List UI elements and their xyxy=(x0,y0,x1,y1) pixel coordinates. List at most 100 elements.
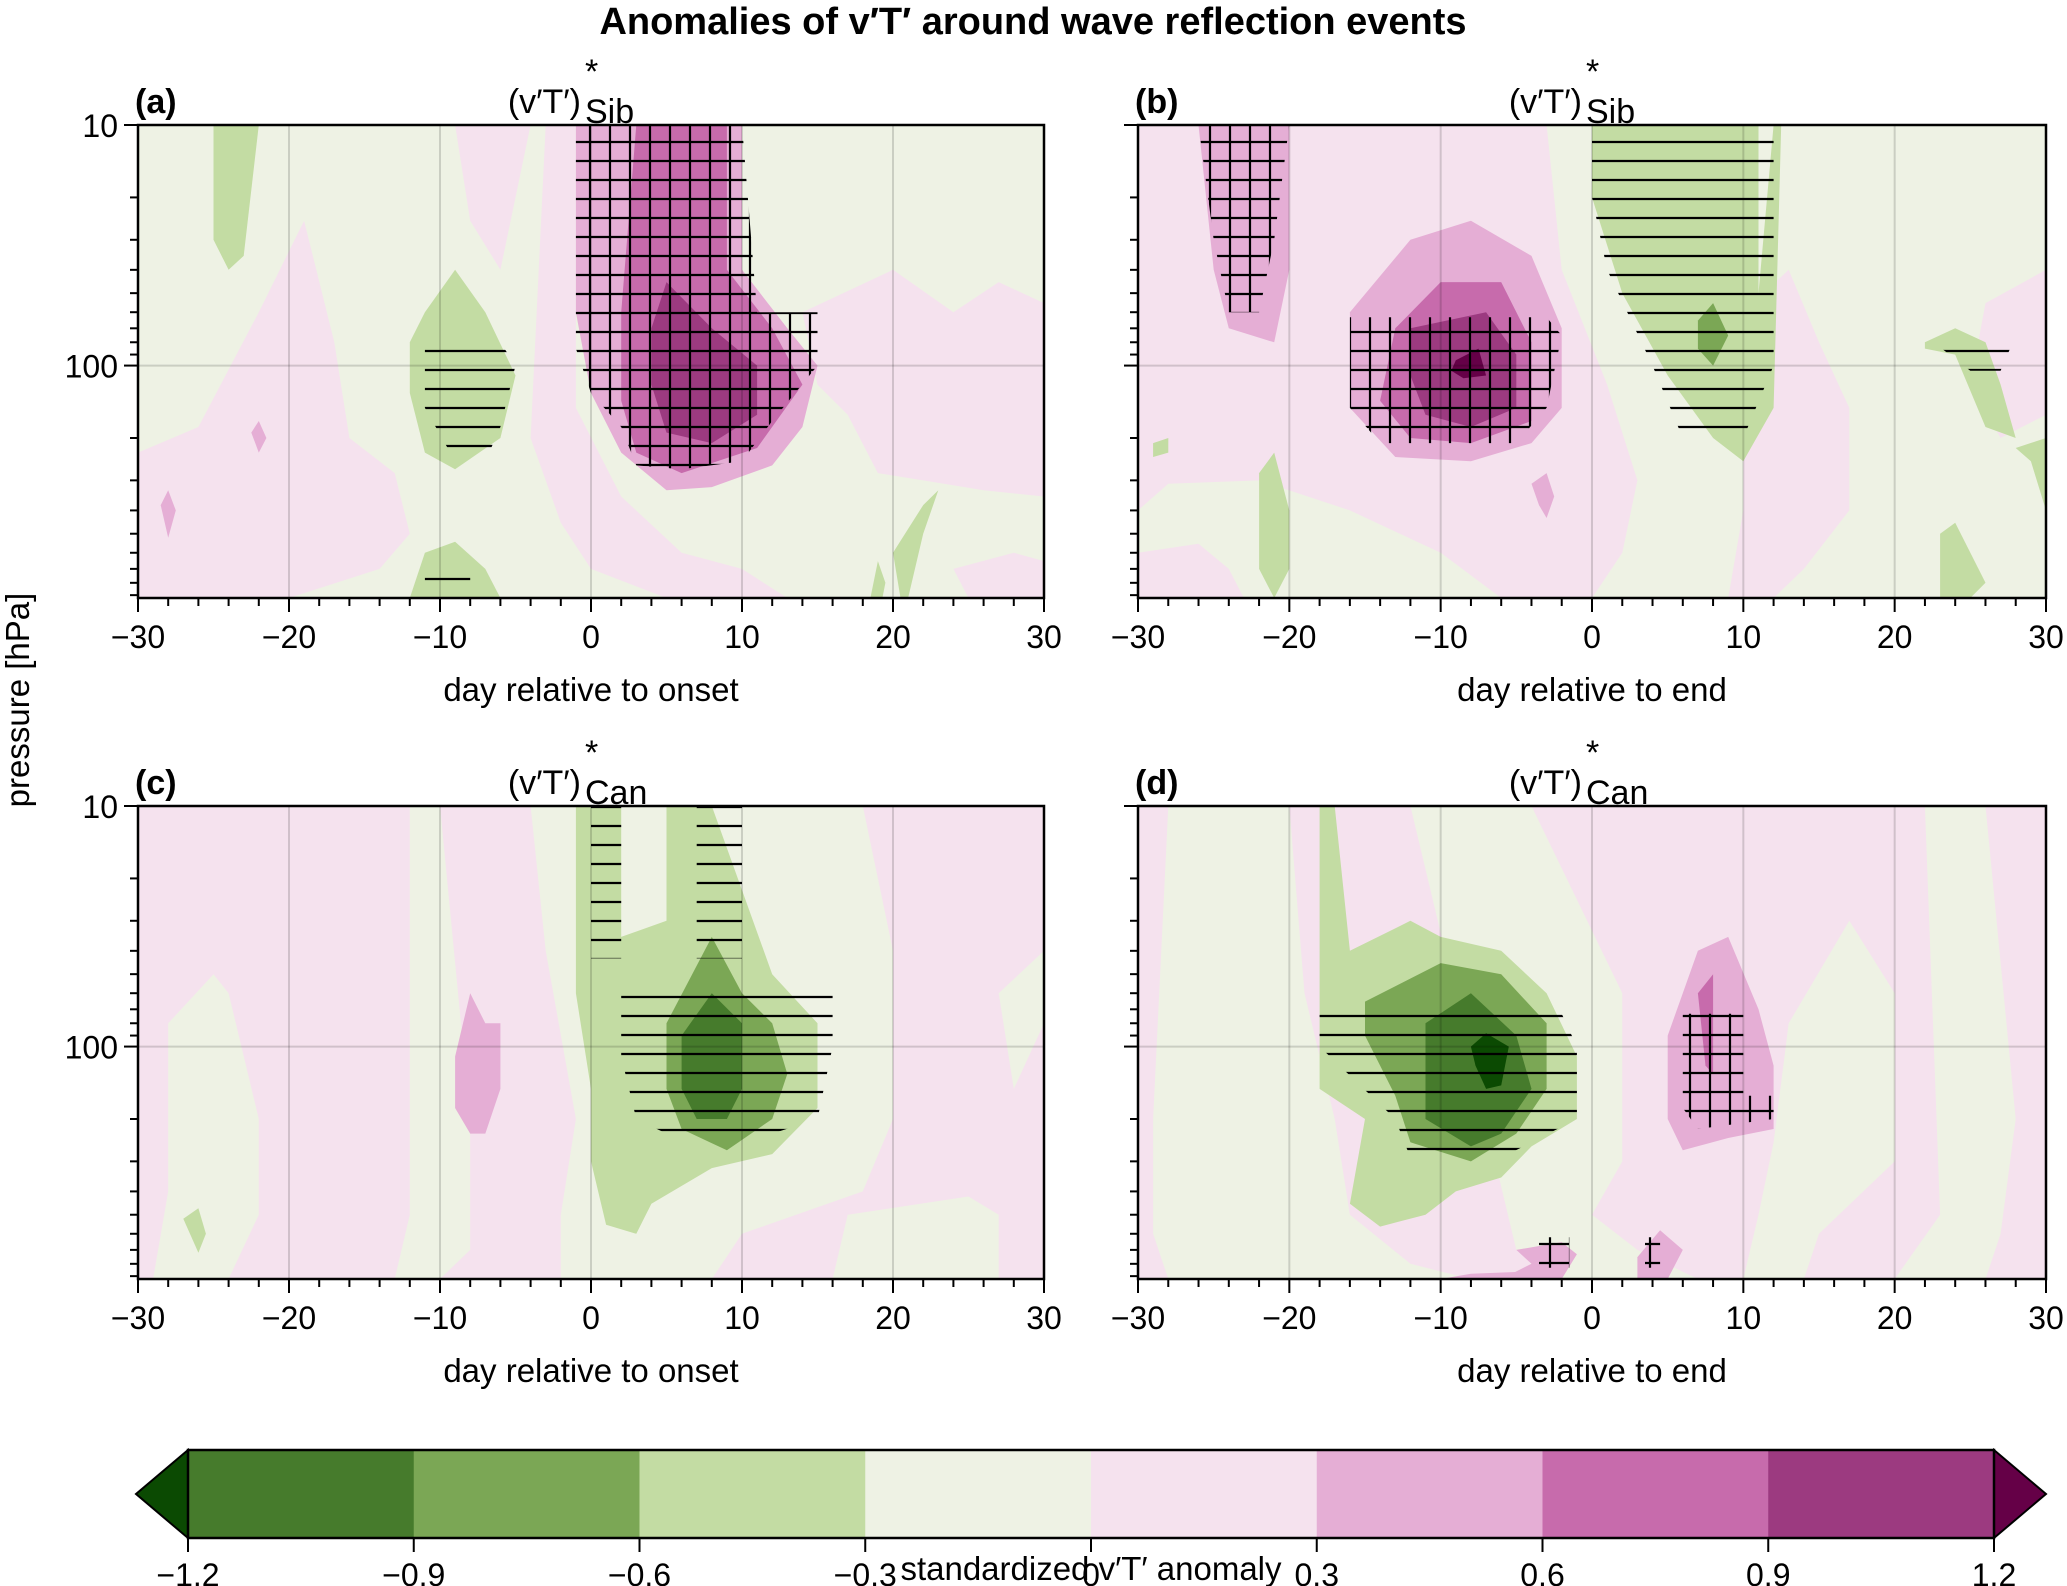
colorbar-segment xyxy=(1768,1450,1995,1538)
figure-title: Anomalies of v′T′ around wave reflection… xyxy=(599,1,1466,43)
x-tick-label: −10 xyxy=(413,1300,467,1336)
contour-negative xyxy=(832,1196,999,1279)
x-tick-label: −30 xyxy=(1111,619,1165,655)
x-tick-label: 10 xyxy=(724,619,760,655)
significance-hatching-negative xyxy=(1319,1013,1577,1158)
x-tick-label: 0 xyxy=(1583,1300,1601,1336)
significance-hatching-positive xyxy=(1539,1237,1570,1268)
x-tick-label: 10 xyxy=(1726,1300,1762,1336)
significance-hatching-positive xyxy=(575,125,818,470)
panel-title-subscript: Can xyxy=(1586,774,1648,812)
panel-letter-b: (b) xyxy=(1135,83,1178,121)
colorbar-tick-label: −0.9 xyxy=(382,1557,445,1586)
contour-negative xyxy=(2015,438,2046,511)
x-tick-label: −30 xyxy=(1111,1300,1165,1336)
colorbar-segment xyxy=(1091,1450,1318,1538)
significance-hatching-positive xyxy=(470,1116,501,1122)
x-tick-label: 20 xyxy=(875,619,911,655)
plot-area xyxy=(1138,806,2046,1279)
contour-negative xyxy=(1153,438,1169,457)
colorbar-tick-label: −0.3 xyxy=(834,1557,897,1586)
contour-negative xyxy=(153,974,259,1279)
contour-negative xyxy=(1153,806,1471,1279)
x-tick-label: −10 xyxy=(1414,1300,1468,1336)
contour-positive xyxy=(455,993,501,1134)
panel-title-subscript: Sib xyxy=(1586,93,1635,131)
x-tick-label: −20 xyxy=(262,1300,316,1336)
colorbar-tick-label: −0.6 xyxy=(608,1557,671,1586)
significance-hatching-negative xyxy=(424,574,471,596)
x-tick-label: 0 xyxy=(582,1300,600,1336)
x-tick-label: −20 xyxy=(1262,1300,1316,1336)
colorbar-extend-max xyxy=(1993,1447,2048,1541)
panel-letter-c: (c) xyxy=(135,764,177,802)
contour-negative xyxy=(213,125,259,270)
contour-negative xyxy=(1924,328,2016,438)
panel-title: (v′T′) xyxy=(508,83,581,121)
panel-title-superscript: * xyxy=(585,53,598,91)
x-tick-label: 10 xyxy=(724,1300,760,1336)
panel-a: −30 −20 −10 0 10 20 30 day relative to onset 10 1… xyxy=(65,53,1062,708)
significance-hatching-negative xyxy=(1924,335,2016,371)
panel-title-superscript: * xyxy=(1586,734,1599,772)
colorbar-extend-min xyxy=(134,1447,189,1541)
contour-negative xyxy=(1743,920,1895,1279)
colorbar: standardized v′T′ anomaly −1.2 −0.9 −0.6 −0… xyxy=(134,1447,2048,1586)
colorbar-segment xyxy=(413,1450,640,1538)
panel-letter-d: (d) xyxy=(1135,764,1178,802)
panel-title-subscript: Can xyxy=(585,774,647,812)
y-axis-label: pressure [hPa] xyxy=(0,593,36,808)
colorbar-segment xyxy=(1316,1450,1543,1538)
colorbar-tick-label: 0.9 xyxy=(1746,1557,1790,1586)
panel-title: (v′T′) xyxy=(508,764,581,802)
significance-hatching-negative xyxy=(696,806,742,959)
significance-hatching-positive xyxy=(1645,1237,1661,1268)
contour-positive xyxy=(1531,473,1555,518)
contour-negative xyxy=(1259,452,1290,598)
x-tick-label: 0 xyxy=(1583,619,1601,655)
colorbar-segment xyxy=(865,1450,1092,1538)
colorbar-tick-label: 0 xyxy=(1082,1557,1100,1586)
x-tick-label: 20 xyxy=(1877,1300,1913,1336)
x-tick-label: −30 xyxy=(111,619,165,655)
significance-hatching-positive xyxy=(1682,1013,1774,1129)
x-axis-label: day relative to end xyxy=(1457,671,1727,708)
panel-title: (v′T′) xyxy=(1509,764,1582,802)
panel-title-subscript: Sib xyxy=(585,93,634,131)
contour-positive xyxy=(802,269,1044,497)
x-axis-label: day relative to onset xyxy=(443,671,738,708)
x-tick-label: 30 xyxy=(1026,619,1062,655)
colorbar-tick-label: 0.6 xyxy=(1520,1557,1564,1586)
contour-negative xyxy=(394,806,471,1279)
y-tick-label: 100 xyxy=(65,349,118,385)
contour-positive xyxy=(1440,1271,1547,1279)
plot-area xyxy=(1138,125,2046,598)
panel-b: −30 −20 −10 0 10 20 30 day relative to end (b) (v… xyxy=(1111,53,2064,708)
contour-positive xyxy=(530,125,788,598)
x-tick-label: 0 xyxy=(582,619,600,655)
x-tick-label: −30 xyxy=(111,1300,165,1336)
significance-hatching-negative xyxy=(575,980,833,1134)
panel-title-superscript: * xyxy=(585,734,598,772)
contour-positive xyxy=(138,220,410,598)
x-tick-label: 30 xyxy=(2028,1300,2064,1336)
colorbar-segment xyxy=(1542,1450,1769,1538)
panel-title-superscript: * xyxy=(1586,53,1599,91)
x-tick-label: −10 xyxy=(1414,619,1468,655)
colorbar-label: standardized v′T′ anomaly xyxy=(900,1550,1282,1586)
plot-area xyxy=(138,125,1044,598)
contour-negative xyxy=(1894,806,2016,1279)
contour-positive xyxy=(1138,543,1244,598)
contour-negative xyxy=(870,561,886,598)
significance-hatching-negative xyxy=(591,806,622,959)
x-tick-label: 30 xyxy=(1026,1300,1062,1336)
significance-hatching-negative xyxy=(1592,125,1774,438)
panel-title: (v′T′) xyxy=(1509,83,1582,121)
contour-positive xyxy=(455,125,531,270)
x-tick-label: 20 xyxy=(875,1300,911,1336)
x-axis-label: day relative to onset xyxy=(443,1352,738,1389)
x-tick-label: −20 xyxy=(262,619,316,655)
contour-positive xyxy=(953,552,1044,598)
colorbar-tick-label: 0.3 xyxy=(1295,1557,1339,1586)
y-tick-label: 10 xyxy=(82,108,118,144)
